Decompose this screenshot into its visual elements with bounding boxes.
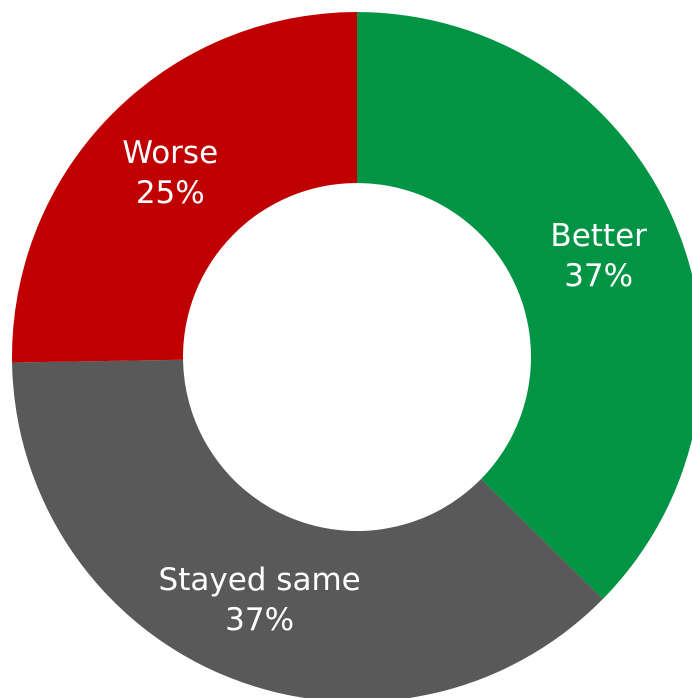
slice-stayed-same: [12, 359, 603, 698]
slice-label-better: Better: [550, 218, 647, 254]
slice-worse: [11, 12, 357, 363]
slice-value-stayed-same: 37%: [225, 602, 294, 638]
slice-label-worse: Worse: [122, 135, 218, 171]
donut-slices: [11, 12, 692, 698]
slice-value-worse: 25%: [136, 175, 205, 211]
slice-value-better: 37%: [564, 258, 633, 294]
slice-label-stayed-same: Stayed same: [159, 562, 361, 598]
slice-better: [357, 12, 692, 600]
slice-labels: Better 37% Stayed same 37% Worse 25%: [122, 135, 647, 638]
